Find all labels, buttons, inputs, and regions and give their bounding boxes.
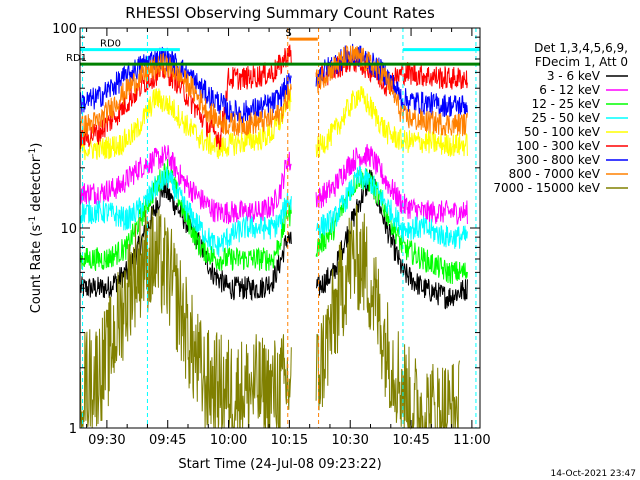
legend-entry-label: 12 - 25 keV: [532, 97, 601, 111]
legend-entry-label: 100 - 300 keV: [516, 139, 600, 153]
legend-entry-label: 300 - 800 keV: [516, 153, 600, 167]
y-axis-label-part: -1: [28, 216, 38, 225]
annotation-label-rd0: RD0: [100, 39, 121, 50]
x-tick-label: 10:00: [210, 433, 247, 448]
legend-entry-label: 7000 - 15000 keV: [493, 181, 600, 195]
x-axis-label: Start Time (24-Jul-08 09:23:22): [178, 457, 381, 472]
axis-layer: 09:30 09:45 10:00 10:15 10:30 10:45 11:00 1 10 10…: [52, 22, 490, 448]
y-tick-label: 1: [69, 422, 77, 437]
x-tick-label: 09:30: [88, 433, 125, 448]
series-line-7: [80, 43, 468, 125]
y-axis-label-part: detector: [29, 156, 44, 216]
legend-entry-label: 800 - 7000 keV: [509, 167, 601, 181]
legend-header: FDecim 1, Att 0: [535, 55, 628, 69]
y-axis-label: Count Rate (s-1 detector-1): [28, 143, 44, 314]
series-line-5: [80, 86, 468, 161]
chart-title: RHESSI Observing Summary Count Rates: [125, 4, 435, 22]
annotation-label-rd1: RD1: [66, 53, 87, 64]
series-line-8: [80, 44, 468, 138]
footer-timestamp: 14-Oct-2021 23:47: [551, 469, 636, 479]
y-tick-label: 10: [60, 222, 77, 237]
y-axis-label-part: ): [29, 143, 44, 148]
series-line-3: [80, 158, 468, 285]
legend-entry-label: 3 - 6 keV: [547, 69, 601, 83]
legend-header: Det 1,3,4,5,6,9,: [534, 41, 628, 55]
y-axis-label-part: -1: [28, 148, 38, 157]
series-line-2: [80, 144, 468, 226]
x-tick-label: 10:45: [392, 433, 429, 448]
x-tick-label: 10:30: [331, 433, 368, 448]
y-axis-label-part: Count Rate (s: [29, 225, 44, 314]
legend: Det 1,3,4,5,6,9,FDecim 1, Att 03 - 6 keV…: [493, 41, 628, 195]
series-line-4: [80, 166, 468, 257]
legend-entry-label: 25 - 50 keV: [532, 111, 601, 125]
annotation-label-s: S: [285, 28, 291, 39]
legend-entry-label: 50 - 100 keV: [524, 125, 601, 139]
y-tick-label: 100: [52, 22, 77, 37]
x-tick-label: 09:45: [149, 433, 186, 448]
x-tick-label: 11:00: [453, 433, 490, 448]
x-tick-label: 10:15: [271, 433, 308, 448]
series-layer: [80, 43, 468, 430]
legend-entry-label: 6 - 12 keV: [539, 83, 601, 97]
